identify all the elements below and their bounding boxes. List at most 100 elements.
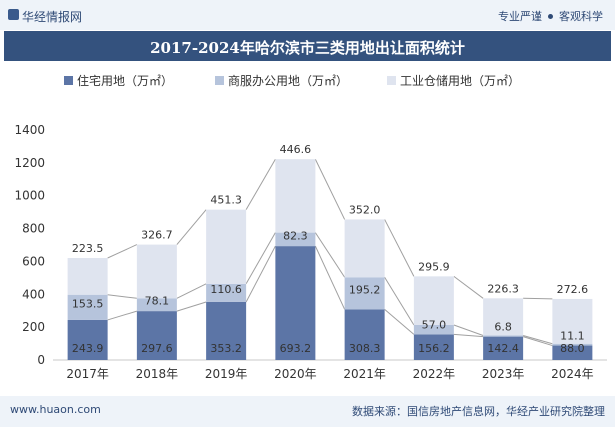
y-tick-label: 0 bbox=[37, 353, 45, 367]
value-label: 11.1 bbox=[560, 330, 585, 343]
x-tick-label: 2021年 bbox=[343, 367, 386, 381]
footer-bar: www.huaon.com 数据来源：国信房地产信息网，华经产业研究院整理 bbox=[0, 396, 615, 427]
bar-segment-residential bbox=[552, 345, 593, 360]
value-label: 78.1 bbox=[145, 295, 170, 308]
legend-label-industrial: 工业仓储用地（万㎡） bbox=[400, 74, 521, 88]
stacked-bar-chart: 0 200 400 600 800 1000 1200 1400 243.9 153.5 223.5… bbox=[14, 123, 607, 381]
footer-source: 数据来源：国信房地产信息网，华经产业研究院整理 bbox=[352, 405, 605, 418]
chart-legend: 住宅用地（万㎡） 商服办公用地（万㎡） 工业仓储用地（万㎡） bbox=[0, 72, 615, 92]
legend-label-residential: 住宅用地（万㎡） bbox=[77, 74, 174, 88]
value-label: 6.8 bbox=[494, 321, 512, 334]
series-connector-line bbox=[384, 308, 415, 335]
bar-segment-industrial bbox=[275, 159, 316, 233]
tag-objective: 客观科学 bbox=[559, 10, 603, 23]
bar-segment-commercial bbox=[275, 232, 316, 247]
series-connector-line bbox=[314, 159, 346, 220]
legend-swatch-commercial bbox=[215, 76, 224, 85]
series-connector-line bbox=[453, 275, 484, 299]
y-tick-label: 600 bbox=[22, 254, 45, 268]
value-label: 451.3 bbox=[210, 194, 242, 207]
logo-icon bbox=[8, 9, 19, 20]
series-connector-line bbox=[176, 283, 207, 299]
series-connector-line bbox=[245, 158, 276, 210]
series-connector-line bbox=[522, 336, 553, 347]
title-bar: 2017-2024年哈尔滨市三类用地出让面积统计 bbox=[4, 31, 611, 61]
series-connector-line bbox=[523, 297, 553, 300]
bar-segment-industrial bbox=[206, 209, 247, 284]
x-tick-label: 2018年 bbox=[136, 367, 179, 381]
series-connector-line bbox=[107, 294, 137, 299]
value-label: 82.3 bbox=[283, 229, 308, 242]
x-tick-label: 2017年 bbox=[66, 367, 109, 381]
value-label: 693.2 bbox=[280, 342, 312, 355]
bar-segment-commercial bbox=[483, 335, 524, 337]
value-label: 88.0 bbox=[560, 342, 585, 355]
bar-segment-industrial bbox=[483, 298, 524, 336]
x-tick-label: 2023年 bbox=[482, 367, 525, 381]
bar-segment-commercial bbox=[413, 324, 454, 335]
top-bar: 华经情报网 专业严谨 客观科学 bbox=[0, 0, 615, 30]
series-connector-line bbox=[522, 335, 553, 345]
value-label: 272.6 bbox=[557, 283, 589, 296]
bar-segment-residential bbox=[206, 301, 247, 360]
value-label: 353.2 bbox=[210, 342, 242, 355]
dot-separator-icon bbox=[548, 13, 553, 19]
value-label: 195.2 bbox=[349, 283, 381, 296]
series-connector-line bbox=[107, 244, 138, 259]
value-label: 57.0 bbox=[422, 318, 447, 331]
brand-name: 华经情报网 bbox=[22, 10, 83, 24]
bar-segment-residential bbox=[344, 309, 385, 360]
bar-segment-commercial bbox=[136, 298, 177, 312]
series-connector-line bbox=[453, 333, 484, 338]
bar-segment-commercial bbox=[206, 283, 247, 302]
bar-segment-industrial bbox=[552, 298, 593, 344]
value-label: 243.9 bbox=[72, 342, 104, 355]
x-tick-label: 2024年 bbox=[551, 367, 594, 381]
y-tick-label: 200 bbox=[22, 320, 45, 334]
series-connector-line bbox=[384, 277, 415, 326]
x-tick-label: 2020年 bbox=[274, 367, 317, 381]
bar-segment-residential bbox=[67, 319, 108, 360]
value-label: 153.5 bbox=[72, 297, 104, 310]
series-connector-line bbox=[314, 232, 346, 278]
bar-segment-residential bbox=[275, 246, 316, 360]
series-connector-line bbox=[107, 310, 138, 321]
series-connector-line bbox=[176, 301, 207, 312]
value-label: 352.0 bbox=[349, 203, 381, 216]
legend-swatch-residential bbox=[64, 76, 73, 85]
y-tick-label: 1400 bbox=[14, 123, 45, 137]
value-label: 156.2 bbox=[418, 342, 450, 355]
chart-title: 2017-2024年哈尔滨市三类用地出让面积统计 bbox=[150, 39, 465, 57]
bar-segment-commercial bbox=[67, 294, 108, 320]
bar-segment-industrial bbox=[67, 257, 108, 295]
series-connector-line bbox=[176, 209, 207, 245]
legend-swatch-industrial bbox=[387, 76, 396, 85]
series-connector-line bbox=[384, 219, 415, 277]
legend-label-commercial: 商服办公用地（万㎡） bbox=[228, 74, 349, 88]
value-label: 326.7 bbox=[141, 229, 173, 242]
bar-segment-residential bbox=[413, 334, 454, 360]
x-tick-label: 2022年 bbox=[413, 367, 456, 381]
value-label: 110.6 bbox=[210, 283, 242, 296]
series-connector-line bbox=[245, 232, 276, 285]
series-connector-line bbox=[453, 324, 484, 336]
x-tick-label: 2019年 bbox=[205, 367, 248, 381]
series-connector-line bbox=[245, 245, 276, 303]
value-label: 226.3 bbox=[487, 282, 519, 295]
y-tick-label: 800 bbox=[22, 222, 45, 236]
y-tick-label: 1200 bbox=[14, 156, 45, 170]
bar-segment-residential bbox=[483, 336, 524, 360]
y-tick-label: 1000 bbox=[14, 189, 45, 203]
brand-tags: 专业严谨 客观科学 bbox=[498, 8, 603, 24]
value-label: 308.3 bbox=[349, 342, 381, 355]
value-label: 142.4 bbox=[487, 342, 519, 355]
value-label: 223.5 bbox=[72, 242, 104, 255]
bar-segment-residential bbox=[136, 311, 177, 360]
series-connector-line bbox=[314, 245, 346, 310]
value-label: 446.6 bbox=[280, 143, 312, 156]
y-tick-label: 400 bbox=[22, 287, 45, 301]
bar-segment-commercial bbox=[552, 343, 593, 346]
bar-segment-industrial bbox=[344, 219, 385, 278]
value-label: 295.9 bbox=[418, 260, 450, 273]
footer-site: www.huaon.com bbox=[10, 403, 101, 416]
